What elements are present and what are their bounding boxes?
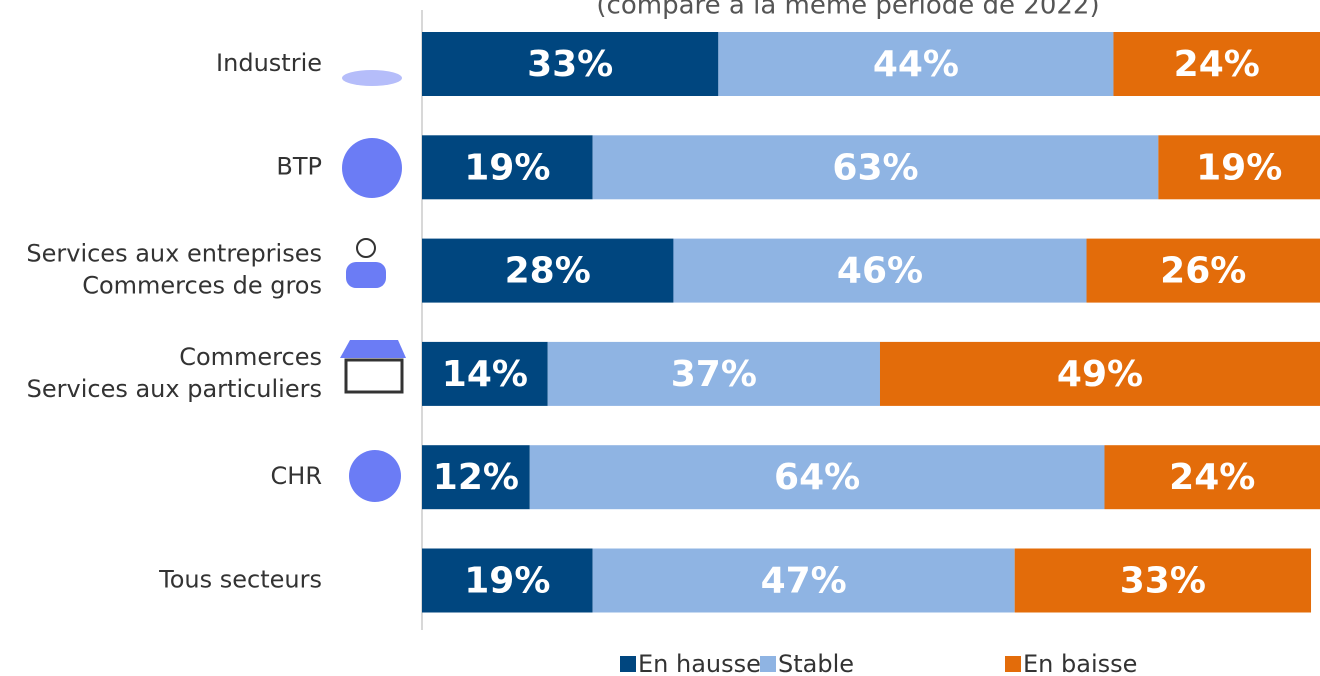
chart-subtitle: (comparé à la même période de 2022) bbox=[596, 0, 1099, 21]
category-label: BTP bbox=[276, 152, 322, 180]
bar-segment bbox=[422, 548, 593, 613]
icon bbox=[342, 138, 402, 198]
icon bbox=[356, 238, 376, 258]
bar-segment bbox=[547, 341, 880, 406]
value-label: 63% bbox=[832, 147, 918, 188]
bar-segment bbox=[673, 238, 1087, 303]
value-label: 64% bbox=[774, 457, 860, 498]
bar-segment bbox=[879, 341, 1320, 406]
value-label: 33% bbox=[1120, 561, 1206, 602]
bar-segment bbox=[1104, 445, 1320, 510]
value-label: 33% bbox=[527, 44, 613, 85]
value-label: 47% bbox=[761, 561, 847, 602]
icon bbox=[346, 262, 386, 288]
value-label: 24% bbox=[1169, 457, 1255, 498]
bar-segment bbox=[1158, 135, 1320, 200]
icon bbox=[344, 358, 404, 394]
legend-label: En hausse bbox=[638, 650, 761, 676]
legend-label: En baisse bbox=[1023, 650, 1137, 676]
legend-swatch bbox=[760, 656, 776, 672]
category-label: Industrie bbox=[216, 49, 322, 77]
legend-swatch bbox=[620, 656, 636, 672]
value-label: 46% bbox=[837, 251, 923, 292]
icon bbox=[349, 450, 401, 502]
value-label: 49% bbox=[1057, 354, 1143, 395]
value-label: 14% bbox=[442, 354, 528, 395]
value-label: 19% bbox=[464, 561, 550, 602]
legend-label: Stable bbox=[778, 650, 854, 676]
category-label: Services aux entreprises bbox=[26, 240, 322, 268]
category-label: Commerces de gros bbox=[82, 272, 322, 300]
category-label: Services aux particuliers bbox=[27, 375, 322, 403]
value-label: 28% bbox=[505, 251, 591, 292]
icons bbox=[340, 70, 406, 502]
bar-segment bbox=[718, 32, 1114, 96]
value-label: 26% bbox=[1160, 251, 1246, 292]
category-label: Tous secteurs bbox=[158, 566, 322, 594]
bar-segment bbox=[422, 238, 674, 303]
value-label: 19% bbox=[464, 147, 550, 188]
bar-segment bbox=[592, 135, 1159, 200]
value-label: 24% bbox=[1174, 44, 1260, 85]
bar-segment bbox=[592, 548, 1015, 613]
icon bbox=[340, 340, 406, 358]
bar-segment bbox=[422, 135, 593, 200]
icon bbox=[342, 70, 402, 86]
value-label: 12% bbox=[433, 457, 519, 498]
bar-segment bbox=[422, 445, 530, 510]
bar-segment bbox=[1113, 32, 1320, 96]
value-label: 44% bbox=[873, 44, 959, 85]
category-label: Commerces bbox=[179, 343, 322, 371]
bar-segment bbox=[422, 32, 719, 96]
bar-segment bbox=[529, 445, 1105, 510]
bar-segment bbox=[422, 341, 548, 406]
value-label: 37% bbox=[671, 354, 757, 395]
value-label: 19% bbox=[1196, 147, 1282, 188]
legend-swatch bbox=[1005, 656, 1021, 672]
category-label: CHR bbox=[271, 462, 322, 490]
bar-segment bbox=[1086, 238, 1320, 303]
bar-segment bbox=[1014, 548, 1312, 613]
